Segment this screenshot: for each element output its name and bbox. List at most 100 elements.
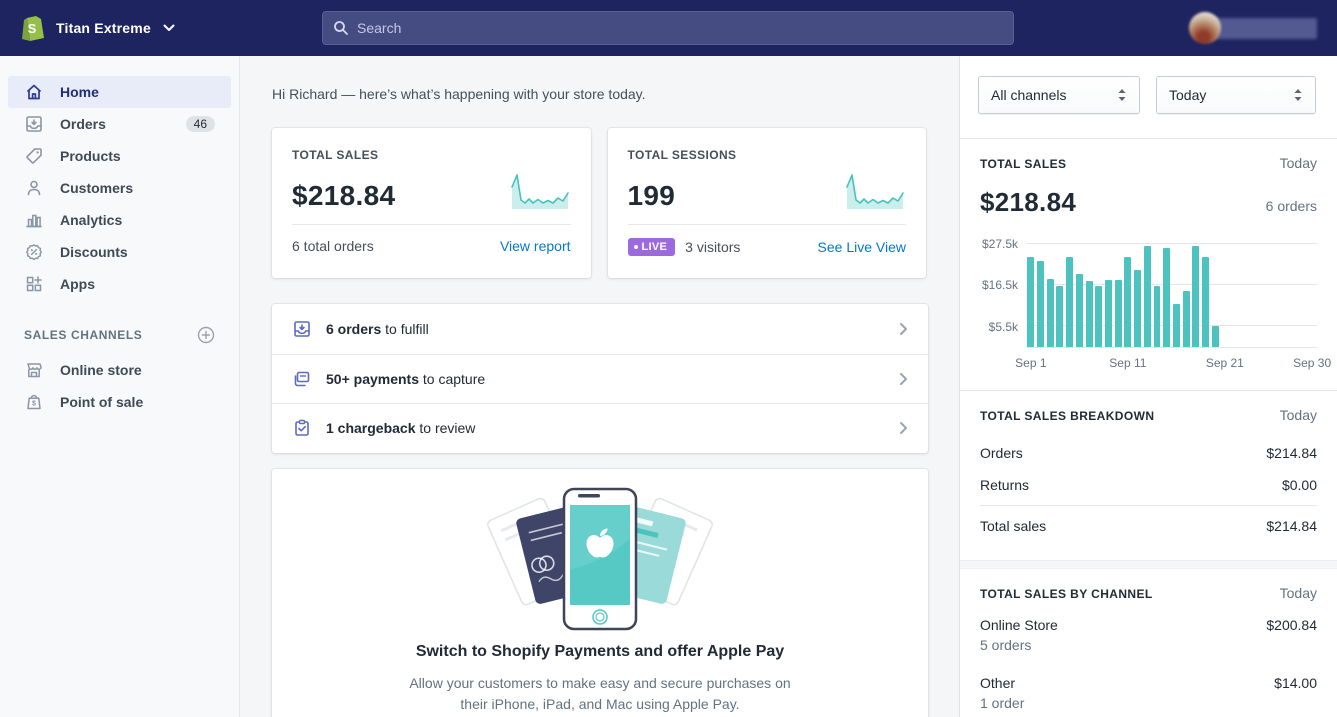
sales-bar-chart: $27.5k $16.5k $5.5k bbox=[980, 236, 1317, 348]
sidebar-item-home[interactable]: Home bbox=[8, 76, 231, 108]
sidebar-item-point-of-sale[interactable]: $ Point of sale bbox=[8, 386, 231, 418]
divider bbox=[627, 224, 906, 225]
tasks-card: 6 orders to fulfill 50+ payments to capt… bbox=[272, 304, 928, 453]
svg-text:S: S bbox=[28, 21, 37, 36]
sidebar-item-customers[interactable]: Customers bbox=[8, 172, 231, 204]
chevron-down-icon bbox=[163, 24, 175, 32]
total-sessions-card: TOTAL SESSIONS 199 LIVE 3 visitors See L… bbox=[607, 128, 926, 278]
breakdown-row-total: Total sales $214.84 bbox=[980, 505, 1317, 542]
breakdown-row-returns: Returns $0.00 bbox=[980, 477, 1317, 493]
chevron-right-icon bbox=[899, 372, 908, 386]
analytics-panel: All channels Today TOTAL SALES Today $21… bbox=[959, 56, 1337, 717]
sales-chart-xlabels: Sep 1 Sep 11 Sep 21 Sep 30 bbox=[1015, 356, 1332, 370]
sidebar-item-label: Customers bbox=[60, 180, 134, 196]
sidebar-item-analytics[interactable]: Analytics bbox=[8, 204, 231, 236]
sidebar-item-label: Analytics bbox=[60, 212, 123, 228]
select-caret-icon bbox=[1117, 88, 1127, 102]
search-box[interactable] bbox=[322, 11, 1014, 45]
chevron-right-icon bbox=[899, 322, 908, 336]
store-name: Titan Extreme bbox=[56, 20, 151, 36]
task-row-orders-to-fulfill[interactable]: 6 orders to fulfill bbox=[272, 304, 928, 354]
sidebar-item-label: Point of sale bbox=[60, 394, 144, 410]
main-content: Hi Richard — here’s what’s happening wit… bbox=[241, 56, 959, 717]
total-sales-label: TOTAL SALES bbox=[292, 148, 379, 162]
sidebar-item-online-store[interactable]: Online store bbox=[8, 354, 231, 386]
panel-orders-count: 6 orders bbox=[1265, 198, 1317, 214]
sidebar-item-label: Apps bbox=[60, 276, 95, 292]
task-row-chargeback-to-review[interactable]: 1 chargeback to review bbox=[272, 403, 928, 453]
total-sales-section: TOTAL SALES Today $218.84 6 orders $27.5… bbox=[960, 139, 1337, 390]
select-caret-icon bbox=[1293, 88, 1303, 102]
promo-title: Switch to Shopify Payments and offer App… bbox=[415, 642, 785, 660]
svg-text:$: $ bbox=[32, 401, 36, 408]
add-channel-button[interactable] bbox=[197, 326, 215, 344]
user-name-blurred bbox=[1211, 18, 1317, 39]
bar-chart-icon bbox=[24, 210, 44, 230]
storefront-icon bbox=[24, 360, 44, 380]
sidebar-item-orders[interactable]: Orders 46 bbox=[8, 108, 231, 140]
divider bbox=[292, 224, 571, 225]
sales-chart-bars bbox=[1026, 240, 1317, 347]
sales-channels-label: SALES CHANNELS bbox=[24, 328, 143, 342]
sales-breakdown-section: TOTAL SALES BREAKDOWN Today Orders $214.… bbox=[960, 391, 1337, 560]
task-text: 6 orders to fulfill bbox=[326, 320, 429, 337]
see-live-view-link[interactable]: See Live View bbox=[817, 239, 906, 255]
orders-count-badge: 46 bbox=[185, 116, 215, 132]
task-row-payments-to-capture[interactable]: 50+ payments to capture bbox=[272, 353, 928, 404]
live-dot-icon bbox=[633, 245, 638, 249]
sidebar-item-label: Orders bbox=[60, 116, 106, 132]
tag-icon bbox=[24, 146, 44, 166]
search-icon bbox=[333, 20, 349, 36]
payments-icon bbox=[292, 369, 312, 389]
visitors-text: 3 visitors bbox=[685, 239, 741, 255]
sidebar-item-discounts[interactable]: Discounts bbox=[8, 236, 231, 268]
period-select-value: Today bbox=[1169, 87, 1207, 103]
section-period: Today bbox=[1279, 585, 1317, 601]
view-report-link[interactable]: View report bbox=[499, 238, 571, 254]
apple-pay-promo-card: Switch to Shopify Payments and offer App… bbox=[272, 468, 928, 717]
sidebar-item-label: Home bbox=[60, 84, 99, 100]
user-menu[interactable] bbox=[1189, 12, 1319, 44]
period-select[interactable]: Today bbox=[1156, 76, 1316, 114]
greeting-text: Hi Richard — here’s what’s happening wit… bbox=[272, 86, 646, 102]
search-input[interactable] bbox=[357, 20, 1003, 36]
top-bar: S Titan Extreme bbox=[0, 0, 1337, 56]
avatar bbox=[1189, 12, 1221, 44]
person-icon bbox=[24, 178, 44, 198]
section-title: TOTAL SALES bbox=[980, 157, 1067, 171]
panel-total-sales-value: $218.84 bbox=[980, 187, 1077, 217]
breakdown-row-orders: Orders $214.84 bbox=[980, 445, 1317, 461]
promo-body: Allow your customers to make easy and se… bbox=[409, 674, 791, 713]
sidebar-item-products[interactable]: Products bbox=[8, 140, 231, 172]
task-text: 50+ payments to capture bbox=[326, 370, 486, 387]
discount-icon bbox=[24, 242, 44, 262]
sales-channels-header: SALES CHANNELS bbox=[24, 326, 215, 344]
section-period: Today bbox=[1279, 407, 1317, 423]
task-text: 1 chargeback to review bbox=[326, 420, 476, 437]
store-chooser[interactable]: S Titan Extreme bbox=[0, 13, 240, 43]
channel-select-value: All channels bbox=[991, 87, 1067, 103]
total-sessions-label: TOTAL SESSIONS bbox=[627, 148, 737, 162]
sales-by-channel-section: TOTAL SALES BY CHANNEL Today Online Stor… bbox=[960, 569, 1337, 717]
sessions-sparkline-chart bbox=[844, 172, 906, 212]
section-separator bbox=[960, 560, 1337, 569]
total-sales-value: $218.84 bbox=[292, 180, 396, 211]
sidebar-item-apps[interactable]: Apps bbox=[8, 268, 231, 300]
channel-select[interactable]: All channels bbox=[978, 76, 1140, 114]
chargeback-clipboard-icon bbox=[292, 418, 312, 438]
search-area bbox=[240, 11, 1337, 45]
chevron-right-icon bbox=[899, 421, 908, 435]
section-period: Today bbox=[1279, 155, 1317, 171]
total-sessions-value: 199 bbox=[627, 180, 676, 211]
pos-bag-icon: $ bbox=[24, 392, 44, 412]
channel-row-online-store: Online Store $200.84 5 orders bbox=[980, 617, 1317, 653]
orders-icon bbox=[24, 114, 44, 134]
sales-chart-ylabels: $27.5k $16.5k $5.5k bbox=[981, 236, 1018, 335]
sidebar-nav: Home Orders 46 Products Customers Analyt… bbox=[0, 56, 240, 717]
channel-row-other: Other $14.00 1 order bbox=[980, 675, 1317, 711]
fulfill-orders-icon bbox=[292, 319, 312, 339]
divider bbox=[960, 390, 1337, 391]
sales-sparkline-chart bbox=[509, 172, 571, 212]
sales-bar-plot bbox=[1026, 240, 1317, 348]
sidebar-item-label: Discounts bbox=[60, 244, 128, 260]
